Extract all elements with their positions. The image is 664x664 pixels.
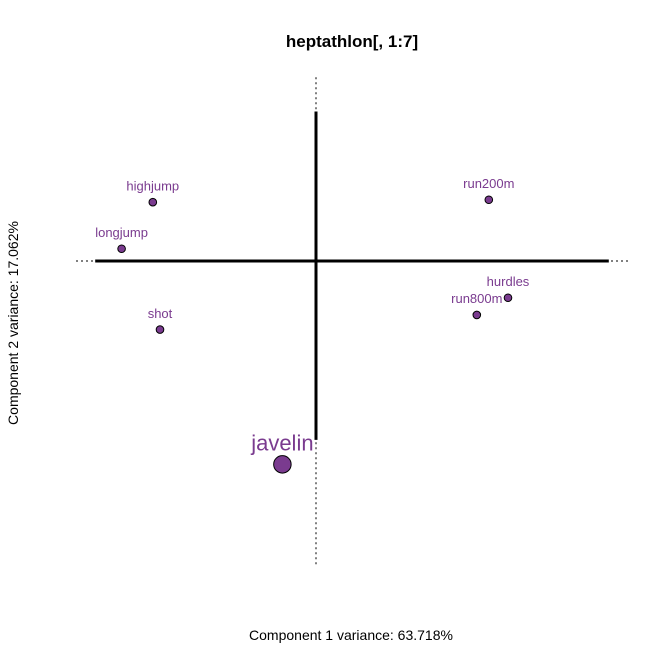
point-label-hurdles: hurdles: [487, 274, 530, 289]
labels-layer: highjump longjump shot run200m hurdles run800…: [95, 176, 530, 456]
point-label-run200m: run200m: [463, 176, 514, 191]
point-label-javelin: javelin: [250, 431, 313, 456]
y-axis-label: Component 2 variance: 17.062%: [5, 221, 21, 425]
point-label-highjump: highjump: [126, 178, 179, 193]
point-longjump: [117, 244, 126, 254]
point-run800m: [472, 310, 482, 320]
point-javelin: [273, 455, 292, 474]
point-hurdles: [503, 293, 513, 303]
point-highjump: [148, 197, 158, 207]
point-label-run800m: run800m: [451, 291, 502, 306]
x-axis-label: Component 1 variance: 63.718%: [249, 627, 453, 643]
chart-title: heptathlon[, 1:7]: [286, 32, 418, 51]
point-run200m: [484, 195, 494, 205]
point-label-longjump: longjump: [95, 225, 148, 240]
axes-layer: [76, 77, 628, 568]
point-label-shot: shot: [148, 306, 173, 321]
points-layer: [117, 195, 513, 474]
point-shot: [155, 325, 165, 334]
